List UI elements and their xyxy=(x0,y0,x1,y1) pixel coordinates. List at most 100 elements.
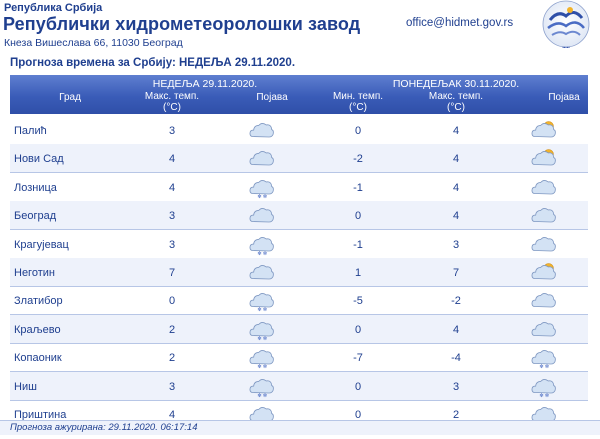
col-max1: Макс. темп. xyxy=(144,91,200,102)
snow-cloud-icon: ✻✻ xyxy=(531,350,556,370)
cloudy-icon xyxy=(531,208,556,223)
snow-cloud-icon: ✻✻ xyxy=(249,378,274,399)
col-city: Град xyxy=(59,92,81,103)
max-temp-day2: 3 xyxy=(452,380,460,393)
max-temp-day1: 3 xyxy=(168,380,176,393)
max-temp-day2: 7 xyxy=(452,267,460,279)
partly-sunny-icon xyxy=(531,263,556,280)
min-temp-day2: 0 xyxy=(354,409,362,421)
forecast-table: Град НЕДЕЉА 29.11.2020. Макс. темп. (°C)… xyxy=(10,75,588,433)
republic-label: Република Србија xyxy=(4,2,103,14)
max-temp-day1: 2 xyxy=(168,352,176,365)
min-temp-day2: 0 xyxy=(354,210,362,223)
max-temp-day2: 4 xyxy=(452,125,460,137)
col-min2-unit: (°C) xyxy=(349,102,367,113)
min-temp-day2: -5 xyxy=(353,295,363,308)
cloudy-icon xyxy=(249,151,274,166)
table-row: Копаоник 2 ✻ ✻ -7 -4 ✻ ✻ xyxy=(10,343,588,373)
institution-address: Кнеза Вишеслава 66, 11030 Београд xyxy=(4,37,183,49)
city-name: Нови Сад xyxy=(14,153,64,166)
table-row: Лозница 4 ✻ ✻ -1 4 xyxy=(10,173,588,202)
col-max2: Макс. темп. xyxy=(428,91,484,102)
snow-cloud-icon: ✻✻ xyxy=(249,293,274,313)
svg-text:✻: ✻ xyxy=(257,194,261,200)
svg-text:✻: ✻ xyxy=(257,364,261,370)
svg-text:✻: ✻ xyxy=(263,364,267,370)
city-name: Краљево xyxy=(14,323,61,336)
min-temp-day2: 0 xyxy=(354,323,362,336)
rhmz-logo-icon: ••••• xyxy=(542,0,590,50)
snow-cloud-icon: ✻✻ xyxy=(531,378,556,399)
max-temp-day1: 2 xyxy=(168,323,176,336)
max-temp-day1: 0 xyxy=(168,295,176,308)
partly-sunny-icon xyxy=(531,121,556,138)
table-row: Крагујевац 3 ✻ ✻ -1 3 xyxy=(10,230,588,259)
col-day1: НЕДЕЉА 29.11.2020. xyxy=(152,78,258,90)
snow-cloud-icon: ✻✻ xyxy=(249,179,274,200)
max-temp-day1: 3 xyxy=(168,210,176,223)
city-name: Златибор xyxy=(14,295,63,308)
min-temp-day2: 0 xyxy=(354,380,362,393)
max-temp-day2: 4 xyxy=(452,153,460,166)
city-name: Крагујевац xyxy=(14,238,69,251)
cloudy-icon xyxy=(531,236,556,251)
city-name: Копаоник xyxy=(14,352,62,365)
cloudy-icon xyxy=(531,321,556,337)
table-header: Град НЕДЕЉА 29.11.2020. Макс. темп. (°C)… xyxy=(10,75,588,114)
table-row: Београд 3 0 4 xyxy=(10,201,588,231)
svg-text:•••••: ••••• xyxy=(562,45,570,50)
min-temp-day2: -2 xyxy=(353,153,363,166)
snow-cloud-icon: ✻✻ xyxy=(249,350,274,370)
city-name: Ниш xyxy=(14,380,37,393)
svg-text:✻: ✻ xyxy=(257,336,261,342)
email-link[interactable]: office@hidmet.gov.rs xyxy=(406,17,514,29)
svg-text:✻: ✻ xyxy=(545,364,549,370)
max-temp-day2: 4 xyxy=(452,181,460,194)
col-day2: ПОНЕДЕЉАК 30.11.2020. xyxy=(392,78,520,90)
max-temp-day1: 4 xyxy=(168,409,176,421)
update-timestamp: Прогноза ажурирана: 29.11.2020. 06:17:14 xyxy=(10,422,198,433)
table-row: Палић 3 0 4 xyxy=(10,116,588,145)
max-temp-day2: -4 xyxy=(451,352,461,365)
city-name: Приштина xyxy=(14,409,67,421)
city-name: Неготин xyxy=(14,267,55,279)
max-temp-day1: 7 xyxy=(168,267,176,279)
max-temp-day2: -2 xyxy=(451,295,461,308)
min-temp-day2: -1 xyxy=(353,238,363,251)
max-temp-day2: 4 xyxy=(452,323,460,336)
svg-text:✻: ✻ xyxy=(539,364,543,370)
partly-sunny-icon xyxy=(531,149,556,166)
snow-cloud-icon: ✻✻ xyxy=(249,321,274,342)
col-max1-unit: (°C) xyxy=(163,102,181,113)
table-row: Ниш 3 ✻ ✻ 0 3 ✻ ✻ xyxy=(10,371,588,401)
update-footer: Прогноза ажурирана: 29.11.2020. 06:17:14 xyxy=(0,420,600,435)
col-phen2: Појава xyxy=(548,92,580,103)
city-name: Палић xyxy=(14,125,47,137)
col-min2: Мин. темп. xyxy=(332,91,384,102)
max-temp-day2: 4 xyxy=(452,210,460,223)
min-temp-day2: -7 xyxy=(353,352,363,365)
svg-text:✻: ✻ xyxy=(545,393,549,399)
svg-text:✻: ✻ xyxy=(263,251,267,257)
svg-text:✻: ✻ xyxy=(257,251,261,257)
col-phen1: Појава xyxy=(256,92,288,103)
svg-text:✻: ✻ xyxy=(257,393,261,399)
svg-text:✻: ✻ xyxy=(539,393,543,399)
snow-cloud-icon: ✻✻ xyxy=(249,236,274,257)
col-max2-unit: (°C) xyxy=(447,102,465,113)
max-temp-day2: 3 xyxy=(452,238,460,251)
city-name: Београд xyxy=(14,210,57,223)
min-temp-day2: 0 xyxy=(354,125,362,137)
forecast-subtitle: Прогноза времена за Србију: НЕДЕЉА 29.11… xyxy=(10,57,296,69)
site-header: Република Србија Републички хидрометеоро… xyxy=(0,0,600,54)
max-temp-day1: 3 xyxy=(168,238,176,251)
max-temp-day1: 4 xyxy=(168,153,176,166)
svg-text:✻: ✻ xyxy=(263,194,267,200)
table-row: Нови Сад 4 -2 4 xyxy=(10,144,588,174)
table-row: Неготин 7 1 7 xyxy=(10,258,588,287)
table-row: Краљево 2 ✻ ✻ 0 4 xyxy=(10,314,588,344)
svg-text:✻: ✻ xyxy=(263,393,267,399)
city-name: Лозница xyxy=(14,181,57,194)
max-temp-day2: 2 xyxy=(452,409,460,421)
min-temp-day2: 1 xyxy=(354,267,362,279)
